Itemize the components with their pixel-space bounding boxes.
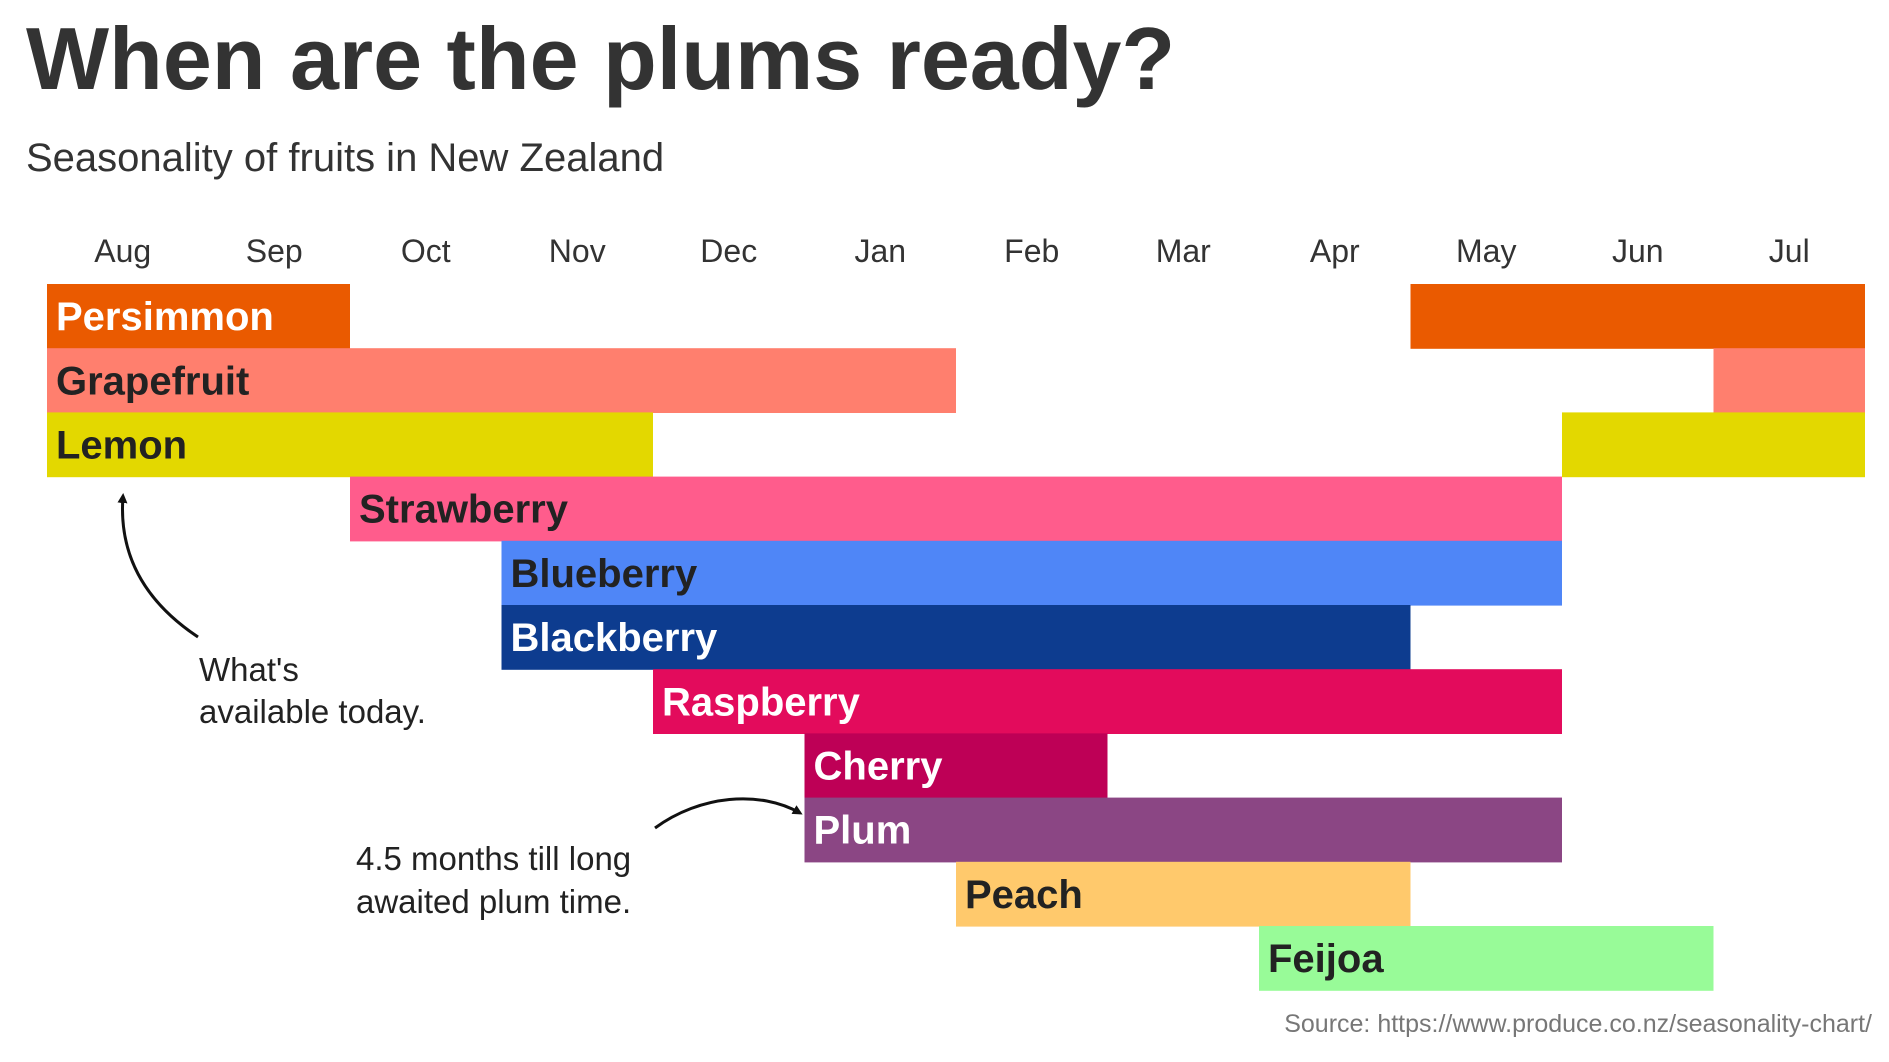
month-label-jan: Jan xyxy=(854,233,906,269)
bar-persimmon xyxy=(47,284,350,349)
bar-label-cherry: Cherry xyxy=(814,745,944,789)
month-label-aug: Aug xyxy=(94,233,151,269)
bar-label-plum: Plum xyxy=(814,809,912,853)
bar-blueberry xyxy=(501,540,1562,606)
bar-peach xyxy=(956,861,1411,927)
month-label-may: May xyxy=(1456,233,1516,269)
month-label-nov: Nov xyxy=(549,233,606,269)
annotation-plum-line-2: awaited plum time. xyxy=(356,883,631,920)
bar-label-blackberry: Blackberry xyxy=(511,616,719,660)
bar-label-blueberry: Blueberry xyxy=(511,552,698,596)
annotation-today-line-2: available today. xyxy=(199,693,426,730)
month-label-jun: Jun xyxy=(1612,233,1664,269)
month-label-jul: Jul xyxy=(1769,233,1810,269)
bar-label-grapefruit: Grapefruit xyxy=(56,359,249,403)
bar-plum xyxy=(804,797,1562,863)
annotation-plum-line-1: 4.5 months till long xyxy=(356,840,631,877)
month-label-feb: Feb xyxy=(1004,233,1059,269)
bar-feijoa xyxy=(1259,926,1714,991)
bar-grapefruit xyxy=(47,348,956,413)
bar-label-raspberry: Raspberry xyxy=(662,680,861,724)
source-note: Source: https://www.produce.co.nz/season… xyxy=(1284,1010,1872,1038)
bar-persimmon-2 xyxy=(1410,284,1865,349)
bar-lemon xyxy=(47,412,653,478)
month-label-mar: Mar xyxy=(1156,233,1211,269)
annotation-arrow-today xyxy=(117,493,199,639)
month-label-apr: Apr xyxy=(1310,233,1360,269)
month-label-dec: Dec xyxy=(700,233,757,269)
bar-cherry xyxy=(804,733,1108,799)
bar-raspberry xyxy=(653,669,1562,734)
bar-strawberry xyxy=(350,476,1562,542)
month-label-oct: Oct xyxy=(401,233,451,269)
bar-label-feijoa: Feijoa xyxy=(1268,937,1384,981)
bar-label-persimmon: Persimmon xyxy=(56,295,274,339)
bar-grapefruit-2 xyxy=(1713,348,1865,413)
bar-label-lemon: Lemon xyxy=(56,424,187,468)
bar-label-peach: Peach xyxy=(965,873,1083,917)
month-label-sep: Sep xyxy=(246,233,303,269)
bar-blackberry xyxy=(501,605,1411,670)
chart-title: When are the plums ready? xyxy=(26,9,1176,108)
annotation-arrow-plum xyxy=(654,797,803,830)
bar-lemon-2 xyxy=(1562,412,1865,478)
bar-label-strawberry: Strawberry xyxy=(359,488,569,532)
annotation-today-line-1: What's xyxy=(199,651,299,688)
chart-subtitle: Seasonality of fruits in New Zealand xyxy=(26,136,665,180)
